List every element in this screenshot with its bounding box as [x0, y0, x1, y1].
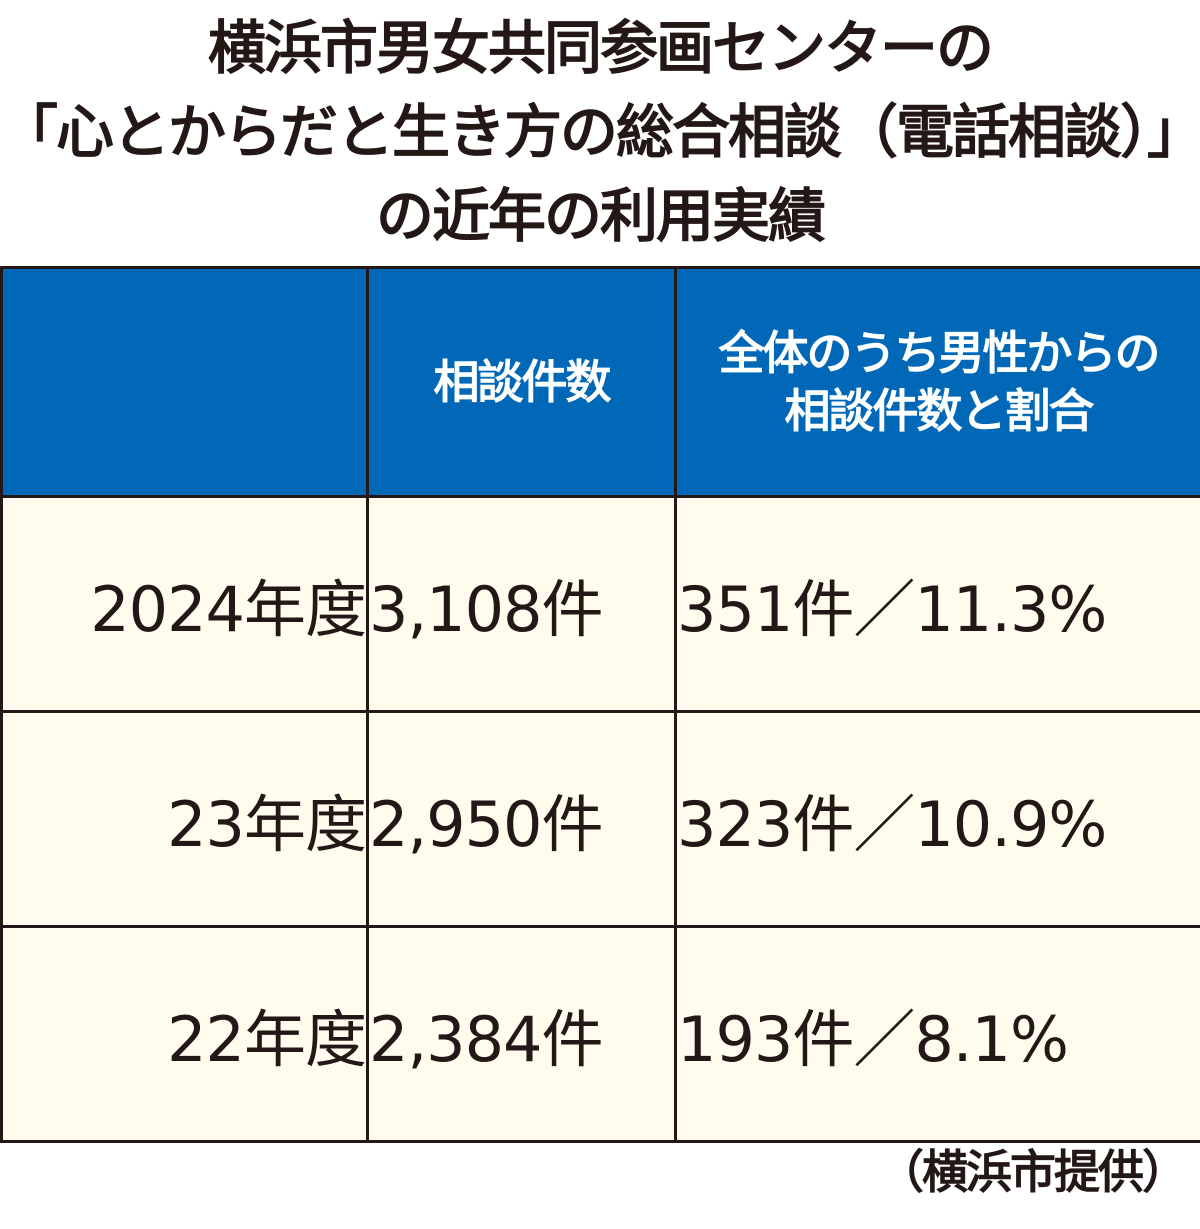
year-cell: 22年度 — [0, 925, 369, 1143]
count-cell: 2,384件 — [366, 925, 677, 1143]
title-line-1: 横浜市男女共同参画センターの — [207, 14, 994, 82]
header-male: 全体のうち男性からの 相談件数と割合 — [674, 266, 1200, 498]
source-note: （横浜市提供） — [878, 1145, 1188, 1199]
table-row: 22年度 2,384件 193件／8.1% — [0, 925, 1200, 1143]
header-blank — [0, 266, 369, 498]
year-cell: 2024年度 — [0, 495, 369, 713]
title-line-3: の近年の利用実績 — [375, 182, 826, 250]
male-cell: 351件／11.3% — [674, 495, 1200, 713]
count-cell: 2,950件 — [366, 710, 677, 928]
male-cell: 323件／10.9% — [674, 710, 1200, 928]
male-cell: 193件／8.1% — [674, 925, 1200, 1143]
title-line-2: 「心とからだと生き方の総合相談（電話相談）」 — [0, 98, 1200, 166]
header-male-line2: 相談件数と割合 — [784, 384, 1095, 438]
header-male-line1: 全体のうち男性からの — [718, 326, 1161, 380]
table-row: 2024年度 3,108件 351件／11.3% — [0, 495, 1200, 713]
header-row: 相談件数 全体のうち男性からの 相談件数と割合 — [0, 266, 1200, 498]
header-count: 相談件数 — [366, 266, 677, 498]
table-row: 23年度 2,950件 323件／10.9% — [0, 710, 1200, 928]
usage-table: 相談件数 全体のうち男性からの 相談件数と割合 2024年度 3,108件 35… — [0, 266, 1200, 1143]
year-cell: 23年度 — [0, 710, 369, 928]
count-cell: 3,108件 — [366, 495, 677, 713]
chart-title: 横浜市男女共同参画センターの 「心とからだと生き方の総合相談（電話相談）」 の近… — [0, 0, 1200, 258]
